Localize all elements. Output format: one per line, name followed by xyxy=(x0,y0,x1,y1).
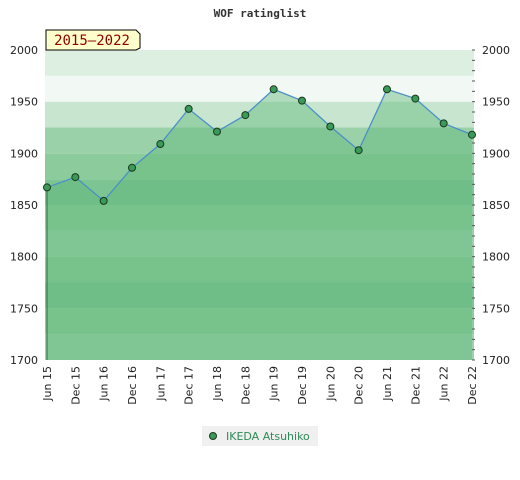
x-tick-label: Jun 19 xyxy=(268,366,281,402)
background-band xyxy=(45,230,474,257)
period-badge-box xyxy=(45,29,141,51)
x-tick-label: Jun 21 xyxy=(381,366,394,402)
data-point xyxy=(184,104,193,113)
y-tick-label-left: 2000 xyxy=(10,44,38,57)
data-point xyxy=(128,163,136,172)
data-point xyxy=(383,85,391,94)
x-tick-label: Jun 20 xyxy=(324,366,337,402)
y-tick-label-right: 1700 xyxy=(482,354,510,367)
x-tick-label: Dec 16 xyxy=(126,366,139,405)
data-point xyxy=(99,196,108,205)
background-band xyxy=(45,282,474,309)
chart-title: WOF ratinglist xyxy=(214,7,307,20)
background-band xyxy=(45,75,474,102)
legend-box xyxy=(202,426,318,446)
data-point xyxy=(298,96,306,105)
legend-entry[interactable]: IKEDA Atsuhiko xyxy=(226,430,310,443)
x-tick-label: Jun 18 xyxy=(211,366,224,402)
y-axis-left: 1700 1750 1800 1850 1900 1950 2000 xyxy=(10,44,38,367)
y-tick-label-right: 1800 xyxy=(482,251,510,264)
x-tick-label: Dec 20 xyxy=(353,366,366,405)
series-area xyxy=(47,89,472,361)
data-point xyxy=(241,111,250,120)
period-badge: 2015–2022 xyxy=(45,29,141,51)
y-tick-label-left: 1900 xyxy=(10,147,38,160)
background-band xyxy=(45,334,474,360)
data-point xyxy=(354,146,363,155)
data-point xyxy=(439,119,448,128)
background-band xyxy=(45,179,474,205)
x-tick-label: Jun 15 xyxy=(41,366,54,402)
x-tick-label: Dec 22 xyxy=(466,366,479,405)
x-tick-label: Jun 17 xyxy=(154,366,167,402)
y-tick-label-left: 1950 xyxy=(10,96,38,109)
legend[interactable]: IKEDA Atsuhiko xyxy=(202,426,318,446)
y-tick-label-left: 1850 xyxy=(10,199,38,212)
data-point xyxy=(411,94,420,103)
x-tick-label: Dec 21 xyxy=(409,366,422,405)
x-tick-label: Dec 18 xyxy=(239,366,252,405)
data-point xyxy=(43,183,51,192)
y-tick-label-right: 1850 xyxy=(482,199,510,212)
background-band xyxy=(45,205,474,231)
background-band xyxy=(45,127,474,154)
y-tick-label-right: 1750 xyxy=(482,302,510,315)
right-minor-ticks xyxy=(472,49,475,361)
x-tick-label: Dec 15 xyxy=(69,366,82,405)
x-axis: Jun 15 Dec 15 Jun 16 Dec 16 Jun 17 Dec 17 Jun … xyxy=(41,366,479,405)
x-tick-label: Jun 16 xyxy=(98,366,111,402)
legend-marker-icon xyxy=(209,432,217,440)
y-tick-label-right: 1950 xyxy=(482,96,510,109)
background-bands xyxy=(45,50,474,360)
period-badge-text: 2015–2022 xyxy=(54,33,130,49)
y-tick-label-left: 1800 xyxy=(10,251,38,264)
x-tick-label: Dec 17 xyxy=(183,366,196,405)
series-line xyxy=(46,88,473,202)
data-point xyxy=(71,173,80,182)
series-markers xyxy=(43,85,476,205)
background-band xyxy=(45,101,474,128)
data-point xyxy=(326,122,335,131)
y-tick-label-left: 1700 xyxy=(10,354,38,367)
y-tick-label-right: 2000 xyxy=(482,44,510,57)
background-band xyxy=(45,153,474,180)
data-point xyxy=(269,85,278,94)
x-tick-label: Jun 22 xyxy=(438,366,451,402)
data-point xyxy=(156,140,165,149)
y-tick-label-right: 1900 xyxy=(482,147,510,160)
y-tick-label-left: 1750 xyxy=(10,302,38,315)
background-band xyxy=(45,50,474,76)
x-tick-label: Dec 19 xyxy=(296,366,309,405)
background-band xyxy=(45,256,474,283)
data-point xyxy=(213,127,221,136)
background-band xyxy=(45,308,474,335)
y-axis-right: 1700 1750 1800 1850 1900 1950 2000 xyxy=(482,44,510,367)
data-point xyxy=(468,130,476,139)
